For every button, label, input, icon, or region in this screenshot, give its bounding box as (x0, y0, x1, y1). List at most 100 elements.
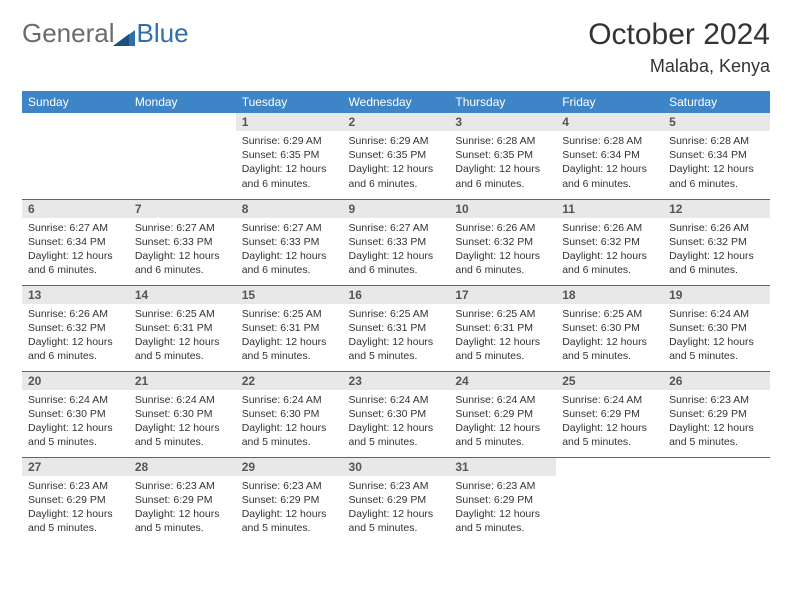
calendar-day-cell: 28Sunrise: 6:23 AMSunset: 6:29 PMDayligh… (129, 457, 236, 543)
daylight-text: Daylight: 12 hours and 5 minutes. (669, 335, 764, 363)
day-details: Sunrise: 6:24 AMSunset: 6:30 PMDaylight:… (343, 390, 450, 456)
sunrise-text: Sunrise: 6:25 AM (562, 307, 657, 321)
sunset-text: Sunset: 6:33 PM (349, 235, 444, 249)
day-details: Sunrise: 6:27 AMSunset: 6:34 PMDaylight:… (22, 218, 129, 284)
day-details: Sunrise: 6:25 AMSunset: 6:31 PMDaylight:… (236, 304, 343, 370)
day-details: Sunrise: 6:29 AMSunset: 6:35 PMDaylight:… (236, 131, 343, 197)
day-details: Sunrise: 6:28 AMSunset: 6:34 PMDaylight:… (556, 131, 663, 197)
day-number: 21 (129, 372, 236, 390)
daylight-text: Daylight: 12 hours and 6 minutes. (455, 162, 550, 190)
sunrise-text: Sunrise: 6:29 AM (349, 134, 444, 148)
day-details: Sunrise: 6:24 AMSunset: 6:30 PMDaylight:… (663, 304, 770, 370)
daylight-text: Daylight: 12 hours and 6 minutes. (28, 249, 123, 277)
calendar-day-cell: 11Sunrise: 6:26 AMSunset: 6:32 PMDayligh… (556, 199, 663, 285)
sunrise-text: Sunrise: 6:25 AM (455, 307, 550, 321)
day-number: 12 (663, 200, 770, 218)
sunset-text: Sunset: 6:35 PM (455, 148, 550, 162)
calendar-day-cell: 24Sunrise: 6:24 AMSunset: 6:29 PMDayligh… (449, 371, 556, 457)
day-details: Sunrise: 6:23 AMSunset: 6:29 PMDaylight:… (236, 476, 343, 542)
calendar-day-cell: 27Sunrise: 6:23 AMSunset: 6:29 PMDayligh… (22, 457, 129, 543)
sunset-text: Sunset: 6:29 PM (349, 493, 444, 507)
day-number: 9 (343, 200, 450, 218)
sunrise-text: Sunrise: 6:27 AM (349, 221, 444, 235)
day-number: 3 (449, 113, 556, 131)
calendar-day-cell: 12Sunrise: 6:26 AMSunset: 6:32 PMDayligh… (663, 199, 770, 285)
sunrise-text: Sunrise: 6:26 AM (28, 307, 123, 321)
daylight-text: Daylight: 12 hours and 5 minutes. (562, 421, 657, 449)
day-details: Sunrise: 6:26 AMSunset: 6:32 PMDaylight:… (449, 218, 556, 284)
day-details: Sunrise: 6:26 AMSunset: 6:32 PMDaylight:… (556, 218, 663, 284)
sunset-text: Sunset: 6:32 PM (455, 235, 550, 249)
logo-triangle-icon (113, 22, 135, 40)
day-details: Sunrise: 6:23 AMSunset: 6:29 PMDaylight:… (663, 390, 770, 456)
daylight-text: Daylight: 12 hours and 5 minutes. (242, 421, 337, 449)
sunrise-text: Sunrise: 6:27 AM (242, 221, 337, 235)
daylight-text: Daylight: 12 hours and 5 minutes. (455, 335, 550, 363)
calendar-day-cell: 26Sunrise: 6:23 AMSunset: 6:29 PMDayligh… (663, 371, 770, 457)
calendar-week-row: 27Sunrise: 6:23 AMSunset: 6:29 PMDayligh… (22, 457, 770, 543)
day-details: Sunrise: 6:24 AMSunset: 6:29 PMDaylight:… (449, 390, 556, 456)
calendar-day-cell: 14Sunrise: 6:25 AMSunset: 6:31 PMDayligh… (129, 285, 236, 371)
sunset-text: Sunset: 6:30 PM (135, 407, 230, 421)
page-title: October 2024 (588, 18, 770, 52)
day-number: 11 (556, 200, 663, 218)
weekday-header: Friday (556, 91, 663, 113)
sunrise-text: Sunrise: 6:26 AM (562, 221, 657, 235)
sunset-text: Sunset: 6:33 PM (135, 235, 230, 249)
day-details: Sunrise: 6:27 AMSunset: 6:33 PMDaylight:… (343, 218, 450, 284)
day-details (129, 117, 236, 126)
calendar-week-row: 6Sunrise: 6:27 AMSunset: 6:34 PMDaylight… (22, 199, 770, 285)
sunset-text: Sunset: 6:34 PM (28, 235, 123, 249)
day-number: 5 (663, 113, 770, 131)
day-number: 17 (449, 286, 556, 304)
calendar-day-cell (663, 457, 770, 543)
sunrise-text: Sunrise: 6:24 AM (455, 393, 550, 407)
daylight-text: Daylight: 12 hours and 5 minutes. (135, 507, 230, 535)
day-details: Sunrise: 6:24 AMSunset: 6:30 PMDaylight:… (236, 390, 343, 456)
sunrise-text: Sunrise: 6:26 AM (669, 221, 764, 235)
sunrise-text: Sunrise: 6:24 AM (669, 307, 764, 321)
day-number: 14 (129, 286, 236, 304)
calendar-day-cell: 1Sunrise: 6:29 AMSunset: 6:35 PMDaylight… (236, 113, 343, 199)
sunrise-text: Sunrise: 6:26 AM (455, 221, 550, 235)
sunset-text: Sunset: 6:29 PM (242, 493, 337, 507)
day-number: 29 (236, 458, 343, 476)
sunrise-text: Sunrise: 6:28 AM (669, 134, 764, 148)
calendar-day-cell: 17 Sunrise: 6:25 AMSunset: 6:31 PMDayligh… (449, 285, 556, 371)
weekday-header: Tuesday (236, 91, 343, 113)
header: General Blue October 2024 Malaba, Kenya (22, 18, 770, 77)
sunrise-text: Sunrise: 6:24 AM (28, 393, 123, 407)
sunrise-text: Sunrise: 6:23 AM (28, 479, 123, 493)
daylight-text: Daylight: 12 hours and 5 minutes. (28, 507, 123, 535)
sunset-text: Sunset: 6:35 PM (349, 148, 444, 162)
sunrise-text: Sunrise: 6:23 AM (455, 479, 550, 493)
sunrise-text: Sunrise: 6:25 AM (135, 307, 230, 321)
day-number: 10 (449, 200, 556, 218)
calendar-day-cell: 15Sunrise: 6:25 AMSunset: 6:31 PMDayligh… (236, 285, 343, 371)
calendar-day-cell: 29Sunrise: 6:23 AMSunset: 6:29 PMDayligh… (236, 457, 343, 543)
sunrise-text: Sunrise: 6:27 AM (28, 221, 123, 235)
day-number: 22 (236, 372, 343, 390)
calendar-day-cell: 7Sunrise: 6:27 AMSunset: 6:33 PMDaylight… (129, 199, 236, 285)
daylight-text: Daylight: 12 hours and 6 minutes. (669, 249, 764, 277)
sunset-text: Sunset: 6:31 PM (135, 321, 230, 335)
calendar-day-cell: 8Sunrise: 6:27 AMSunset: 6:33 PMDaylight… (236, 199, 343, 285)
logo: General Blue (22, 18, 189, 49)
sunset-text: Sunset: 6:31 PM (455, 321, 550, 335)
day-details: Sunrise: 6:26 AMSunset: 6:32 PMDaylight:… (22, 304, 129, 370)
daylight-text: Daylight: 12 hours and 6 minutes. (669, 162, 764, 190)
day-details: Sunrise: 6:25 AMSunset: 6:30 PMDaylight:… (556, 304, 663, 370)
calendar-day-cell: 4Sunrise: 6:28 AMSunset: 6:34 PMDaylight… (556, 113, 663, 199)
calendar-day-cell: 21Sunrise: 6:24 AMSunset: 6:30 PMDayligh… (129, 371, 236, 457)
daylight-text: Daylight: 12 hours and 5 minutes. (349, 335, 444, 363)
sunrise-text: Sunrise: 6:28 AM (562, 134, 657, 148)
calendar-day-cell: 5Sunrise: 6:28 AMSunset: 6:34 PMDaylight… (663, 113, 770, 199)
sunset-text: Sunset: 6:30 PM (349, 407, 444, 421)
calendar-week-row: 20Sunrise: 6:24 AMSunset: 6:30 PMDayligh… (22, 371, 770, 457)
daylight-text: Daylight: 12 hours and 6 minutes. (349, 249, 444, 277)
calendar-day-cell: 22Sunrise: 6:24 AMSunset: 6:30 PMDayligh… (236, 371, 343, 457)
daylight-text: Daylight: 12 hours and 5 minutes. (242, 507, 337, 535)
daylight-text: Daylight: 12 hours and 6 minutes. (242, 249, 337, 277)
day-details (556, 462, 663, 471)
sunrise-text: Sunrise: 6:29 AM (242, 134, 337, 148)
